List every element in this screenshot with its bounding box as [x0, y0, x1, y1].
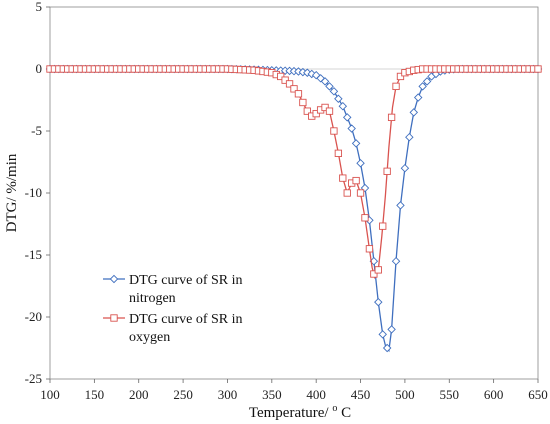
data-point — [409, 108, 419, 117]
data-point — [374, 266, 382, 274]
data-point — [365, 245, 374, 253]
x-tick-label: 400 — [306, 387, 326, 402]
legend-marker — [110, 314, 118, 322]
data-point — [400, 163, 410, 173]
x-tick-label: 100 — [40, 387, 60, 402]
x-axis-ticks: 100 150 200 250 300 350 400 450 500 550 600 650 — [40, 379, 548, 402]
x-axis-title-superscript: o — [332, 403, 337, 414]
plot-area — [49, 6, 539, 380]
data-point — [392, 82, 400, 91]
legend-label: oxygen — [129, 330, 170, 345]
data-point — [325, 107, 334, 115]
data-point — [320, 77, 330, 86]
y-tick-label: -5 — [31, 123, 42, 138]
data-point — [387, 113, 396, 122]
legend-label: DTG curve of SR in — [129, 312, 243, 327]
data-point — [299, 98, 307, 107]
data-point — [418, 82, 427, 91]
data-point — [325, 82, 334, 91]
data-point — [396, 201, 405, 210]
y-tick-label: -10 — [25, 185, 42, 200]
data-point — [285, 80, 294, 88]
x-axis-title-main: Temperature/ — [249, 405, 333, 421]
y-tick-label: -25 — [25, 371, 42, 386]
data-point — [361, 214, 369, 222]
data-point — [334, 94, 343, 103]
data-point — [303, 107, 311, 115]
data-point — [378, 330, 387, 339]
series-layer — [45, 64, 543, 353]
x-tick-label: 450 — [351, 387, 371, 402]
x-tick-label: 600 — [484, 387, 504, 402]
data-point — [294, 90, 303, 98]
series-line — [50, 68, 538, 280]
data-point — [277, 72, 285, 81]
data-point — [330, 127, 338, 135]
data-point — [339, 174, 347, 182]
legend: DTG curve of SR in nitrogen DTG curve of S… — [103, 273, 243, 345]
data-point — [383, 167, 391, 175]
legend-marker — [109, 274, 119, 284]
data-point — [379, 222, 387, 230]
data-point — [347, 124, 356, 133]
y-tick-label: -20 — [25, 309, 42, 324]
y-tick-label: 5 — [36, 0, 43, 14]
data-point — [356, 159, 365, 168]
data-point — [290, 85, 298, 93]
data-point — [352, 176, 360, 185]
x-tick-label: 300 — [218, 387, 238, 402]
data-point — [413, 93, 423, 102]
data-point — [281, 76, 289, 84]
y-tick-label: -15 — [25, 247, 42, 262]
data-point — [329, 87, 339, 96]
data-point — [307, 69, 316, 79]
data-point — [342, 113, 352, 122]
x-tick-label: 350 — [262, 387, 282, 402]
x-tick-label: 550 — [440, 387, 460, 402]
y-axis-title: DTG/ %/min — [4, 153, 20, 232]
data-point — [374, 297, 383, 307]
x-tick-label: 500 — [395, 387, 415, 402]
legend-label: nitrogen — [129, 291, 176, 306]
data-point — [351, 139, 361, 148]
y-tick-label: 0 — [36, 61, 43, 76]
data-point — [321, 103, 329, 112]
y-axis-ticks: 5 0 -5 -10 -15 -20 -25 — [25, 0, 50, 386]
x-tick-label: 200 — [129, 387, 149, 402]
data-point — [422, 77, 432, 86]
data-point — [312, 109, 320, 118]
x-axis-title-unit: C — [337, 405, 351, 421]
data-point — [382, 343, 392, 353]
x-axis-title: Temperature/ o C — [249, 403, 351, 421]
legend-label: DTG curve of SR in — [129, 273, 243, 288]
data-point — [356, 189, 365, 197]
data-point — [343, 189, 351, 197]
data-point — [387, 325, 396, 334]
data-point — [334, 149, 343, 157]
series-nitrogen — [45, 64, 543, 353]
data-point — [391, 256, 401, 266]
data-point — [396, 72, 405, 81]
data-point — [370, 270, 378, 278]
data-point — [405, 132, 414, 142]
series-oxygen — [46, 65, 542, 280]
data-point — [534, 65, 542, 73]
data-point — [338, 101, 348, 111]
x-tick-label: 250 — [173, 387, 193, 402]
plot-frame — [49, 6, 539, 380]
x-tick-label: 150 — [85, 387, 105, 402]
series-line — [50, 68, 538, 353]
x-tick-label: 650 — [528, 387, 548, 402]
